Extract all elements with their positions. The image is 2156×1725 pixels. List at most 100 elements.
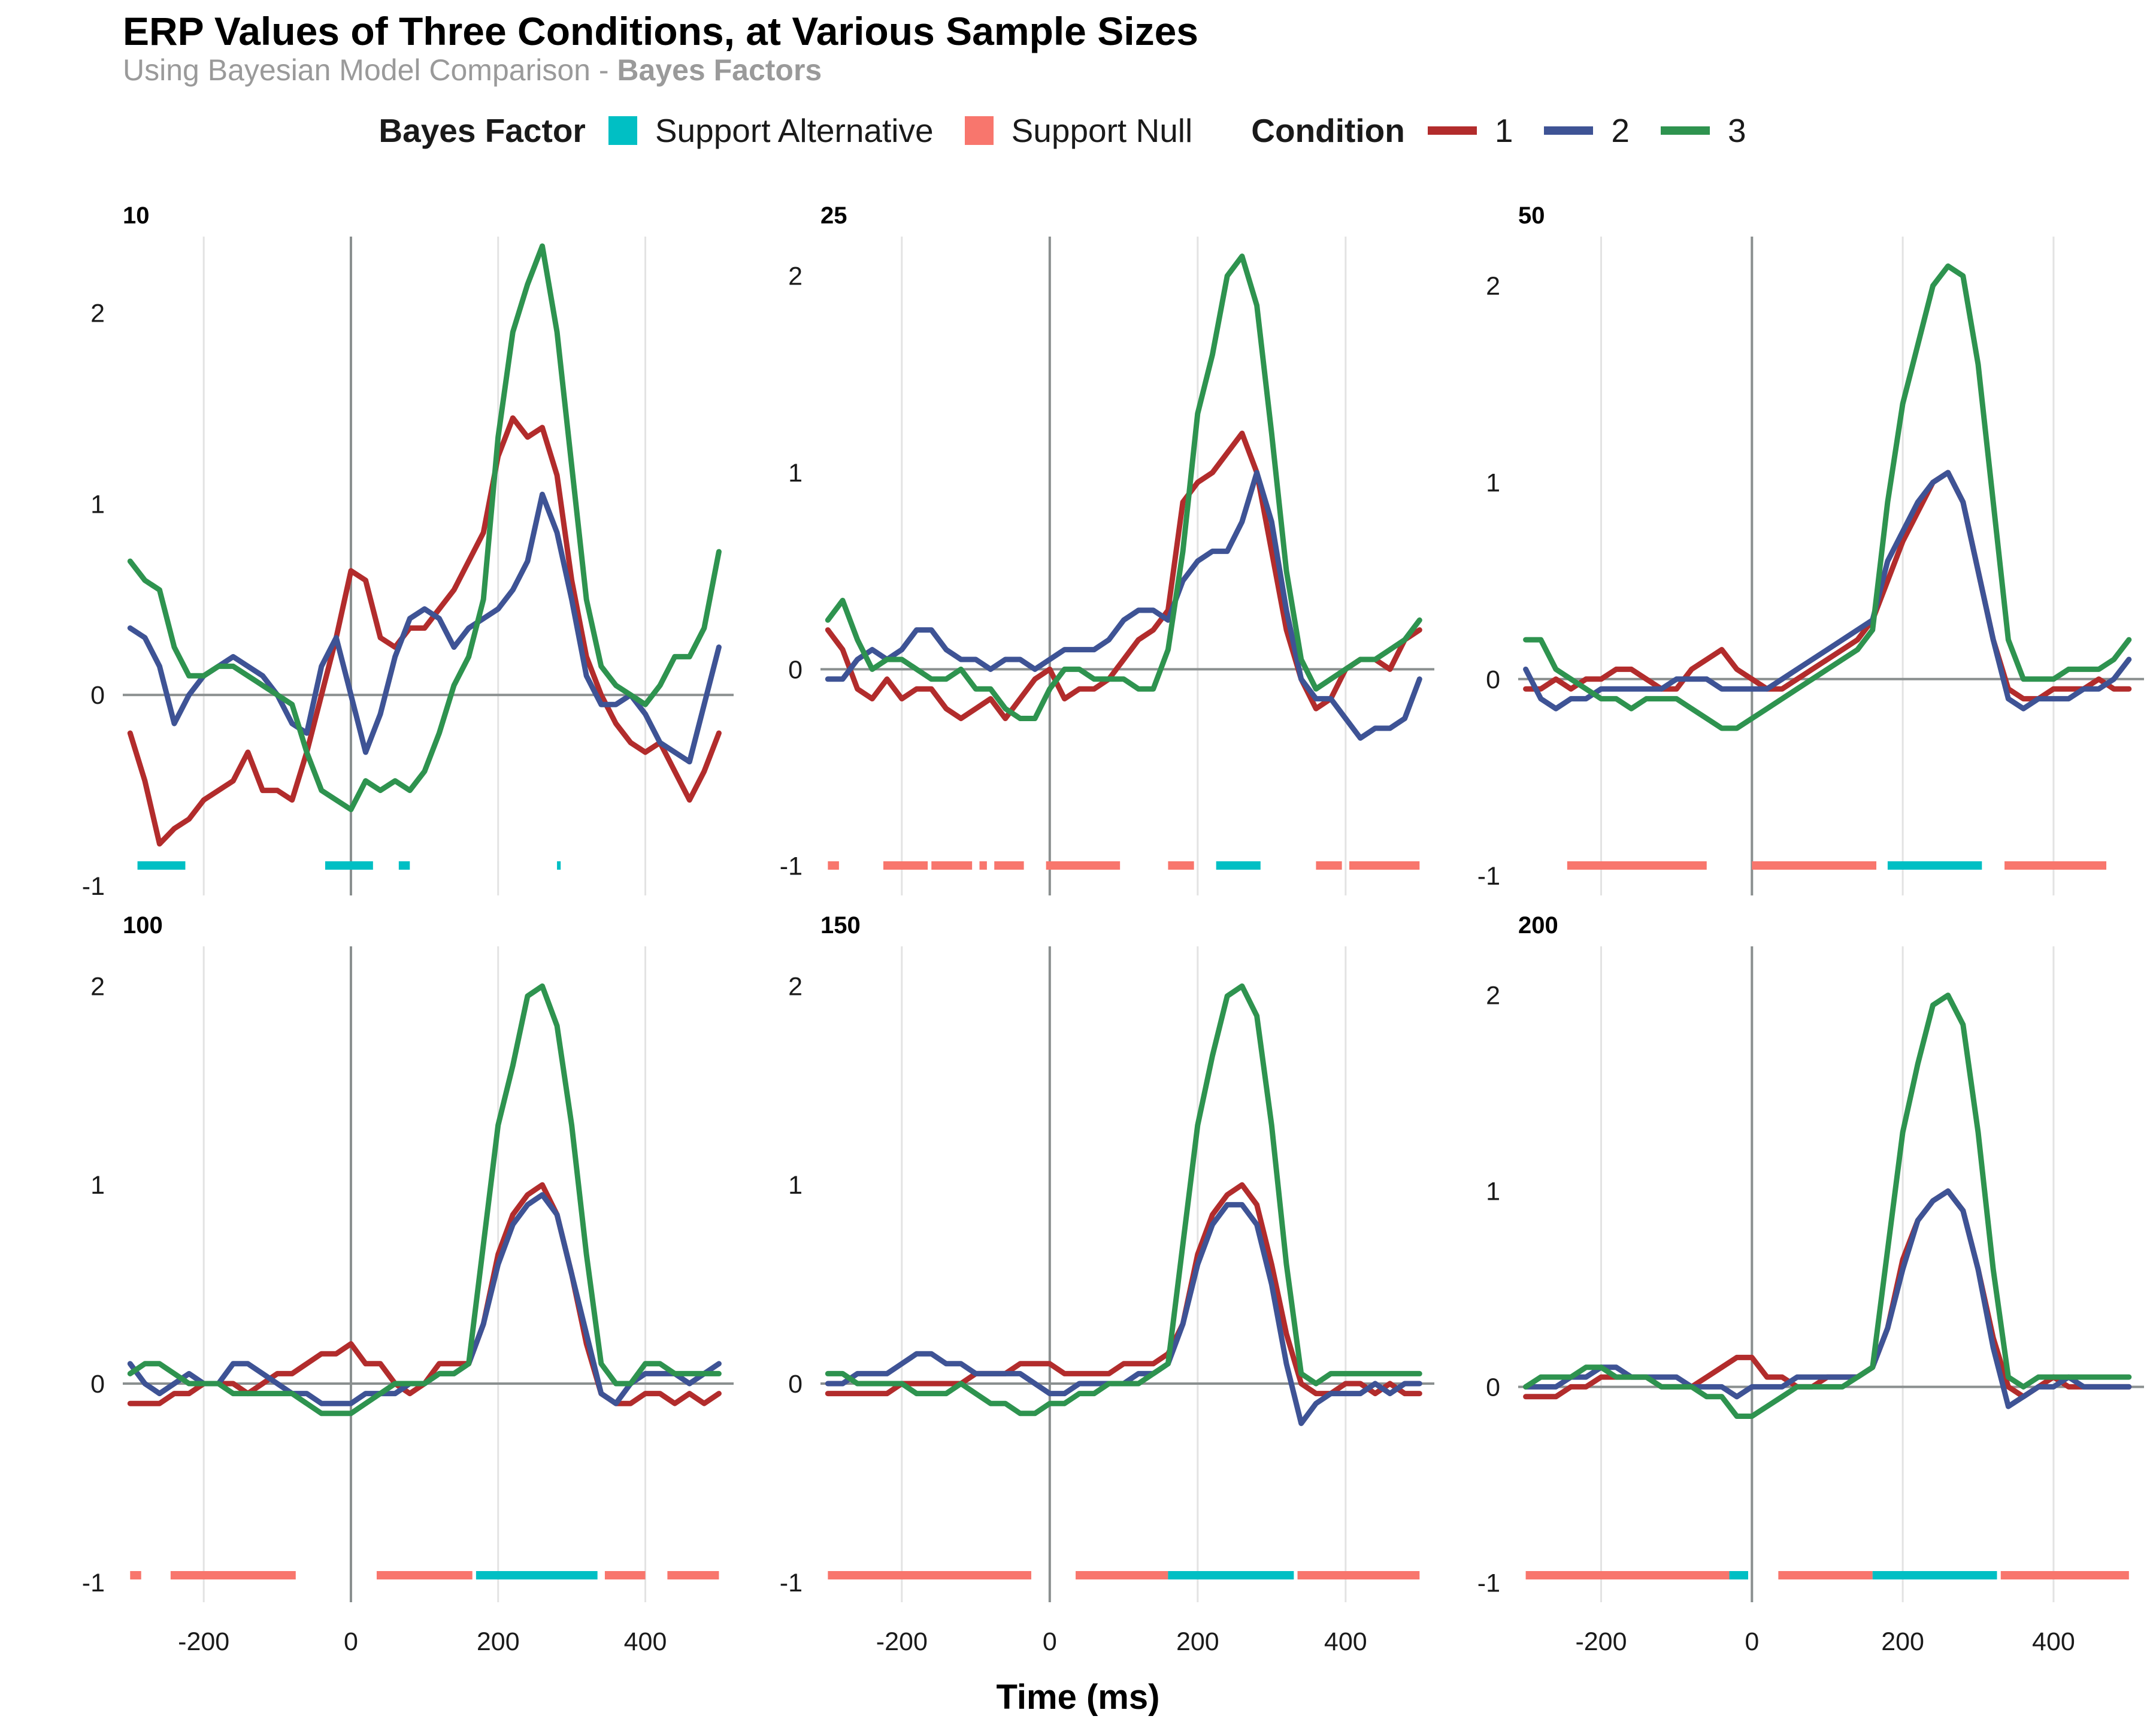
facet-label: 50 [1518,202,1545,229]
bf-bar-support-alternative [1168,1571,1294,1579]
facet-panel-150: 150 -1 0 1 2 -200 0 200 400 [780,912,1434,1656]
y-tick-label: 2 [788,972,803,1001]
bf-bar-support-null [994,861,1024,870]
legend-item-support-null: Support Null [964,111,1192,150]
y-tick-label: 1 [788,459,803,488]
facet-panel-50: 50 -1 0 1 2 [1477,202,2144,895]
series-line-condition-2 [1523,470,2132,712]
bf-bar-support-null [1567,861,1707,870]
bf-bar-support-alternative [398,861,410,870]
y-tick-label: 0 [1486,1373,1500,1402]
y-tick-label: 1 [90,1171,105,1200]
series-line-condition-3 [825,983,1422,1417]
facet-panel-25: 25 -1 0 1 2 [780,202,1434,895]
legend-item-condition-1: 1 [1427,111,1513,150]
bf-bar-support-alternative [325,861,373,870]
y-tick-label: -1 [780,1569,803,1597]
series-line-condition-1 [825,1182,1422,1397]
x-axis-label: Time (ms) [996,1678,1160,1717]
y-tick-label: 0 [788,655,803,684]
legend-swatch-condition-3 [1661,126,1710,135]
legend-item-condition-3: 3 [1661,111,1746,150]
bf-bar-support-alternative [137,861,186,870]
x-tick-label: -200 [1575,1627,1627,1656]
y-tick-label: -1 [82,1569,105,1597]
bf-bar-support-null [170,1571,296,1579]
y-tick-label: 1 [788,1171,803,1200]
y-tick-label: -1 [1477,862,1500,891]
x-tick-label: -200 [178,1627,229,1656]
bf-bar-support-null [1349,861,1420,870]
facet-panel-200: 200 -1 0 1 2 -200 0 200 400 [1477,912,2144,1656]
bf-bar-support-alternative [1872,1571,1997,1579]
legend-title-condition: Condition [1251,112,1405,149]
facet-panel-100: 100 -1 0 1 2 -200 0 200 400 [82,912,734,1656]
y-tick-label: 2 [788,262,803,291]
x-tick-label: -200 [876,1627,928,1656]
x-tick-label: 200 [477,1627,520,1656]
legend-swatch-support-null [964,116,994,145]
bf-bar-support-null [1046,861,1121,870]
facet-label: 100 [123,912,163,939]
y-tick-label: 1 [1486,468,1500,497]
series-line-condition-2 [127,1192,722,1406]
bf-bar-support-null [2004,861,2107,870]
subtitle-plain: Using Bayesian Model Comparison - [123,53,617,87]
y-tick-label: 0 [90,681,105,710]
bf-bar-support-null [1778,1571,1873,1579]
bf-bar-support-alternative [557,861,561,870]
x-tick-label: 0 [1043,1627,1057,1656]
bf-bar-support-null [2000,1571,2129,1579]
bf-bar-support-null [667,1571,719,1579]
y-tick-label: 1 [1486,1178,1500,1206]
facet-label: 25 [820,202,847,229]
series-line-condition-1 [825,430,1422,721]
series-line-condition-1 [127,1182,722,1406]
chart-title: ERP Values of Three Conditions, at Vario… [123,9,1198,53]
facet-label: 10 [123,202,150,229]
series-line-condition-3 [825,253,1422,721]
legend-title-bayes-factor: Bayes Factor [378,112,586,149]
subtitle-bold: Bayes Factors [617,53,822,87]
y-tick-label: 0 [1486,665,1500,694]
x-tick-label: 0 [344,1627,358,1656]
series-line-condition-2 [127,491,722,765]
x-tick-label: 200 [1881,1627,1924,1656]
x-tick-label: 400 [624,1627,667,1656]
legend-label-condition-3: 3 [1728,112,1746,149]
legend-swatch-support-alternative [608,116,637,145]
y-tick-label: 2 [1486,982,1500,1010]
series-line-condition-2 [825,470,1422,741]
bf-bar-support-null [828,1571,1031,1579]
bf-bar-support-alternative [1729,1571,1749,1579]
bf-bar-support-null [828,861,839,870]
bf-bar-support-null [1168,861,1194,870]
y-tick-label: -1 [780,852,803,881]
series-line-condition-3 [1523,263,2132,731]
facet-label: 150 [820,912,861,939]
y-tick-label: -1 [1477,1569,1500,1597]
x-tick-label: 200 [1176,1627,1219,1656]
bf-bar-support-null [604,1571,646,1579]
legend-item-condition-2: 2 [1544,111,1630,150]
chart-subtitle: Using Bayesian Model Comparison - Bayes … [123,53,822,87]
bf-bar-support-null [979,861,987,870]
legend-swatch-condition-1 [1427,126,1477,135]
bf-bar-support-null [130,1571,141,1579]
bf-bar-support-null [1297,1571,1420,1579]
bf-bar-support-null [1752,861,1877,870]
x-tick-label: 0 [1745,1627,1759,1656]
bf-bar-support-null [1076,1571,1168,1579]
legend-label-support-alternative: Support Alternative [655,112,934,149]
y-tick-label: 1 [90,490,105,519]
facet-panel-10: 10 -1 0 1 2 [82,202,734,901]
y-tick-label: -1 [82,872,105,901]
series-line-condition-3 [1523,992,2132,1419]
y-tick-label: 2 [90,972,105,1001]
bf-bar-support-alternative [1216,861,1261,870]
legend-label-condition-1: 1 [1494,112,1513,149]
bf-bar-support-null [883,861,928,870]
y-tick-label: 0 [788,1370,803,1399]
